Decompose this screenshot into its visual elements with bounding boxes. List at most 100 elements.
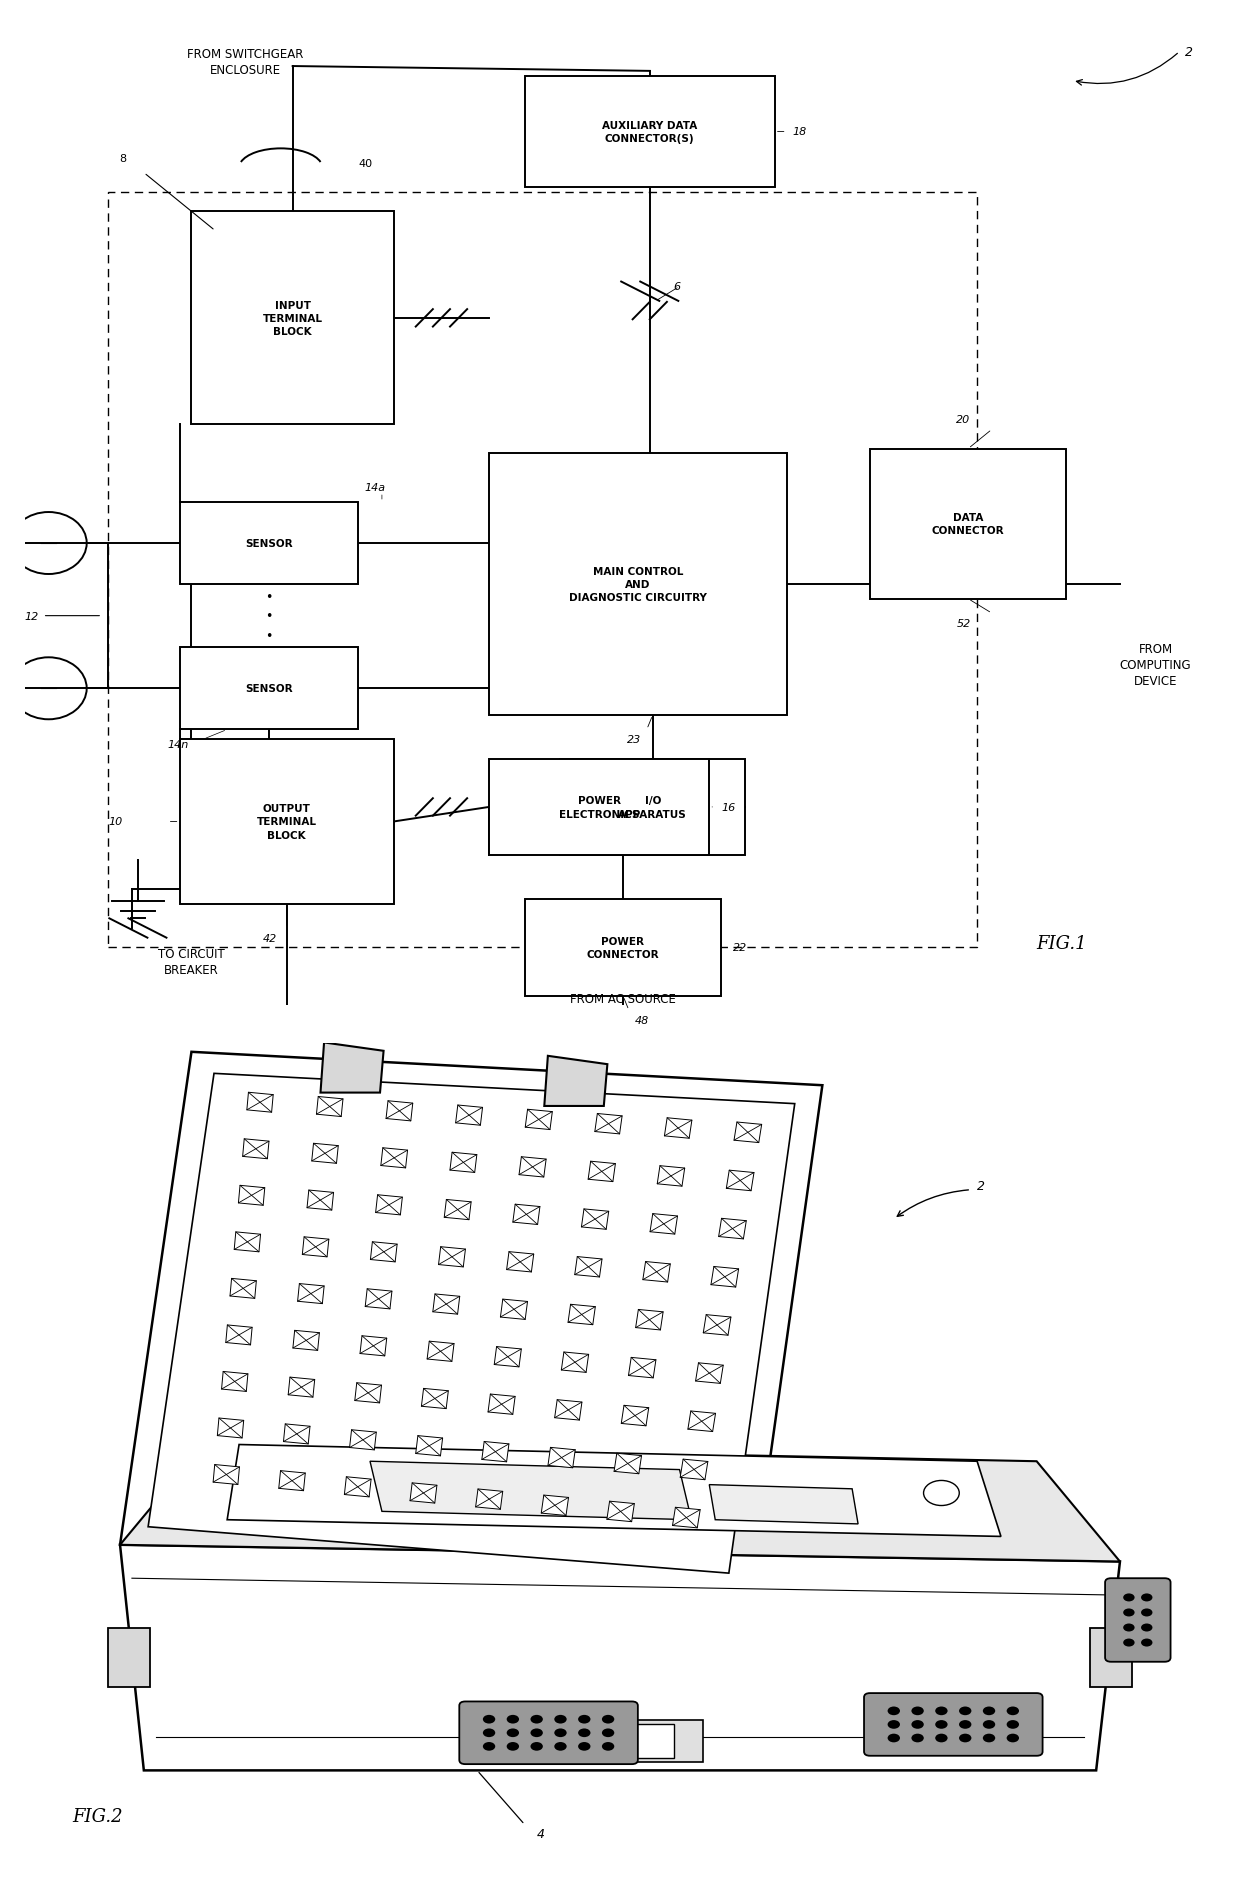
Text: 10: 10 bbox=[108, 816, 123, 828]
Polygon shape bbox=[422, 1389, 449, 1408]
Text: 12: 12 bbox=[25, 611, 38, 621]
Circle shape bbox=[1123, 1594, 1135, 1602]
Text: 16: 16 bbox=[722, 803, 735, 812]
Polygon shape bbox=[381, 1148, 408, 1169]
Polygon shape bbox=[513, 1205, 539, 1224]
Text: •: • bbox=[265, 630, 273, 642]
Polygon shape bbox=[316, 1097, 343, 1116]
Circle shape bbox=[1007, 1706, 1019, 1716]
Circle shape bbox=[507, 1729, 520, 1737]
Bar bbox=[489, 454, 786, 716]
Circle shape bbox=[959, 1720, 971, 1729]
Polygon shape bbox=[243, 1139, 269, 1160]
Text: MAIN CONTROL
AND
DIAGNOSTIC CIRCUITRY: MAIN CONTROL AND DIAGNOSTIC CIRCUITRY bbox=[569, 568, 707, 604]
Circle shape bbox=[911, 1733, 924, 1742]
Circle shape bbox=[1123, 1623, 1135, 1632]
Bar bbox=[870, 450, 1066, 600]
Circle shape bbox=[507, 1742, 520, 1750]
Circle shape bbox=[1141, 1623, 1152, 1632]
Text: FROM AC SOURCE: FROM AC SOURCE bbox=[570, 993, 676, 1006]
Circle shape bbox=[911, 1706, 924, 1716]
Text: 6: 6 bbox=[673, 283, 681, 292]
Polygon shape bbox=[350, 1429, 376, 1450]
Circle shape bbox=[935, 1733, 947, 1742]
Circle shape bbox=[578, 1729, 590, 1737]
Polygon shape bbox=[542, 1496, 568, 1517]
Polygon shape bbox=[696, 1363, 723, 1384]
Circle shape bbox=[554, 1716, 567, 1723]
Circle shape bbox=[531, 1742, 543, 1750]
Polygon shape bbox=[284, 1424, 310, 1444]
Polygon shape bbox=[495, 1348, 521, 1367]
Circle shape bbox=[924, 1480, 960, 1505]
Polygon shape bbox=[213, 1465, 239, 1484]
Circle shape bbox=[531, 1729, 543, 1737]
Circle shape bbox=[983, 1706, 996, 1716]
Circle shape bbox=[983, 1733, 996, 1742]
Polygon shape bbox=[293, 1330, 320, 1351]
Polygon shape bbox=[482, 1442, 508, 1461]
Polygon shape bbox=[606, 1501, 635, 1522]
Circle shape bbox=[601, 1742, 614, 1750]
Polygon shape bbox=[688, 1412, 715, 1431]
Bar bbox=[108, 194, 977, 947]
Text: AUXILIARY DATA
CONNECTOR(S): AUXILIARY DATA CONNECTOR(S) bbox=[603, 121, 697, 144]
Circle shape bbox=[578, 1716, 590, 1723]
Text: POWER
CONNECTOR: POWER CONNECTOR bbox=[587, 936, 660, 960]
Polygon shape bbox=[650, 1215, 677, 1234]
Bar bbox=[180, 740, 394, 903]
Polygon shape bbox=[526, 1110, 552, 1129]
Polygon shape bbox=[345, 1477, 371, 1498]
Polygon shape bbox=[681, 1460, 708, 1480]
Text: 52: 52 bbox=[956, 619, 971, 628]
Polygon shape bbox=[665, 1118, 692, 1139]
Polygon shape bbox=[222, 1372, 248, 1391]
Polygon shape bbox=[636, 1310, 663, 1330]
Text: POWER
ELECTRONICS: POWER ELECTRONICS bbox=[559, 795, 640, 820]
Polygon shape bbox=[120, 1051, 822, 1594]
Polygon shape bbox=[727, 1171, 754, 1192]
Text: •: • bbox=[265, 590, 273, 604]
Circle shape bbox=[888, 1733, 900, 1742]
Circle shape bbox=[554, 1729, 567, 1737]
Polygon shape bbox=[595, 1114, 622, 1135]
Circle shape bbox=[554, 1742, 567, 1750]
Text: 40: 40 bbox=[358, 159, 372, 169]
Polygon shape bbox=[501, 1300, 527, 1319]
Polygon shape bbox=[450, 1152, 477, 1173]
Circle shape bbox=[1123, 1610, 1135, 1617]
Text: 22: 22 bbox=[733, 943, 748, 953]
Text: 14n: 14n bbox=[167, 740, 188, 750]
Circle shape bbox=[482, 1716, 495, 1723]
Circle shape bbox=[531, 1716, 543, 1723]
Circle shape bbox=[935, 1720, 947, 1729]
Polygon shape bbox=[120, 1545, 1120, 1771]
Text: TO CIRCUIT
BREAKER: TO CIRCUIT BREAKER bbox=[157, 947, 224, 977]
Text: SENSOR: SENSOR bbox=[246, 683, 293, 695]
Text: •: • bbox=[265, 609, 273, 623]
Polygon shape bbox=[217, 1418, 244, 1439]
Polygon shape bbox=[320, 1042, 383, 1093]
Circle shape bbox=[507, 1716, 520, 1723]
Circle shape bbox=[601, 1716, 614, 1723]
Polygon shape bbox=[410, 1482, 436, 1503]
Circle shape bbox=[935, 1706, 947, 1716]
Polygon shape bbox=[108, 1628, 150, 1687]
Polygon shape bbox=[672, 1507, 701, 1528]
Circle shape bbox=[959, 1706, 971, 1716]
Circle shape bbox=[1141, 1638, 1152, 1647]
Text: I/O
APPARATUS: I/O APPARATUS bbox=[619, 795, 687, 820]
Text: FIG.1: FIG.1 bbox=[1037, 934, 1087, 953]
Bar bbox=[180, 647, 358, 731]
FancyBboxPatch shape bbox=[1105, 1579, 1171, 1663]
Polygon shape bbox=[415, 1437, 443, 1456]
Bar bbox=[525, 900, 722, 996]
Polygon shape bbox=[554, 1401, 582, 1420]
Circle shape bbox=[983, 1720, 996, 1729]
Polygon shape bbox=[568, 1304, 595, 1325]
Polygon shape bbox=[575, 1256, 601, 1277]
Polygon shape bbox=[370, 1461, 692, 1520]
Circle shape bbox=[1141, 1610, 1152, 1617]
Polygon shape bbox=[355, 1384, 382, 1403]
Polygon shape bbox=[544, 1057, 608, 1107]
